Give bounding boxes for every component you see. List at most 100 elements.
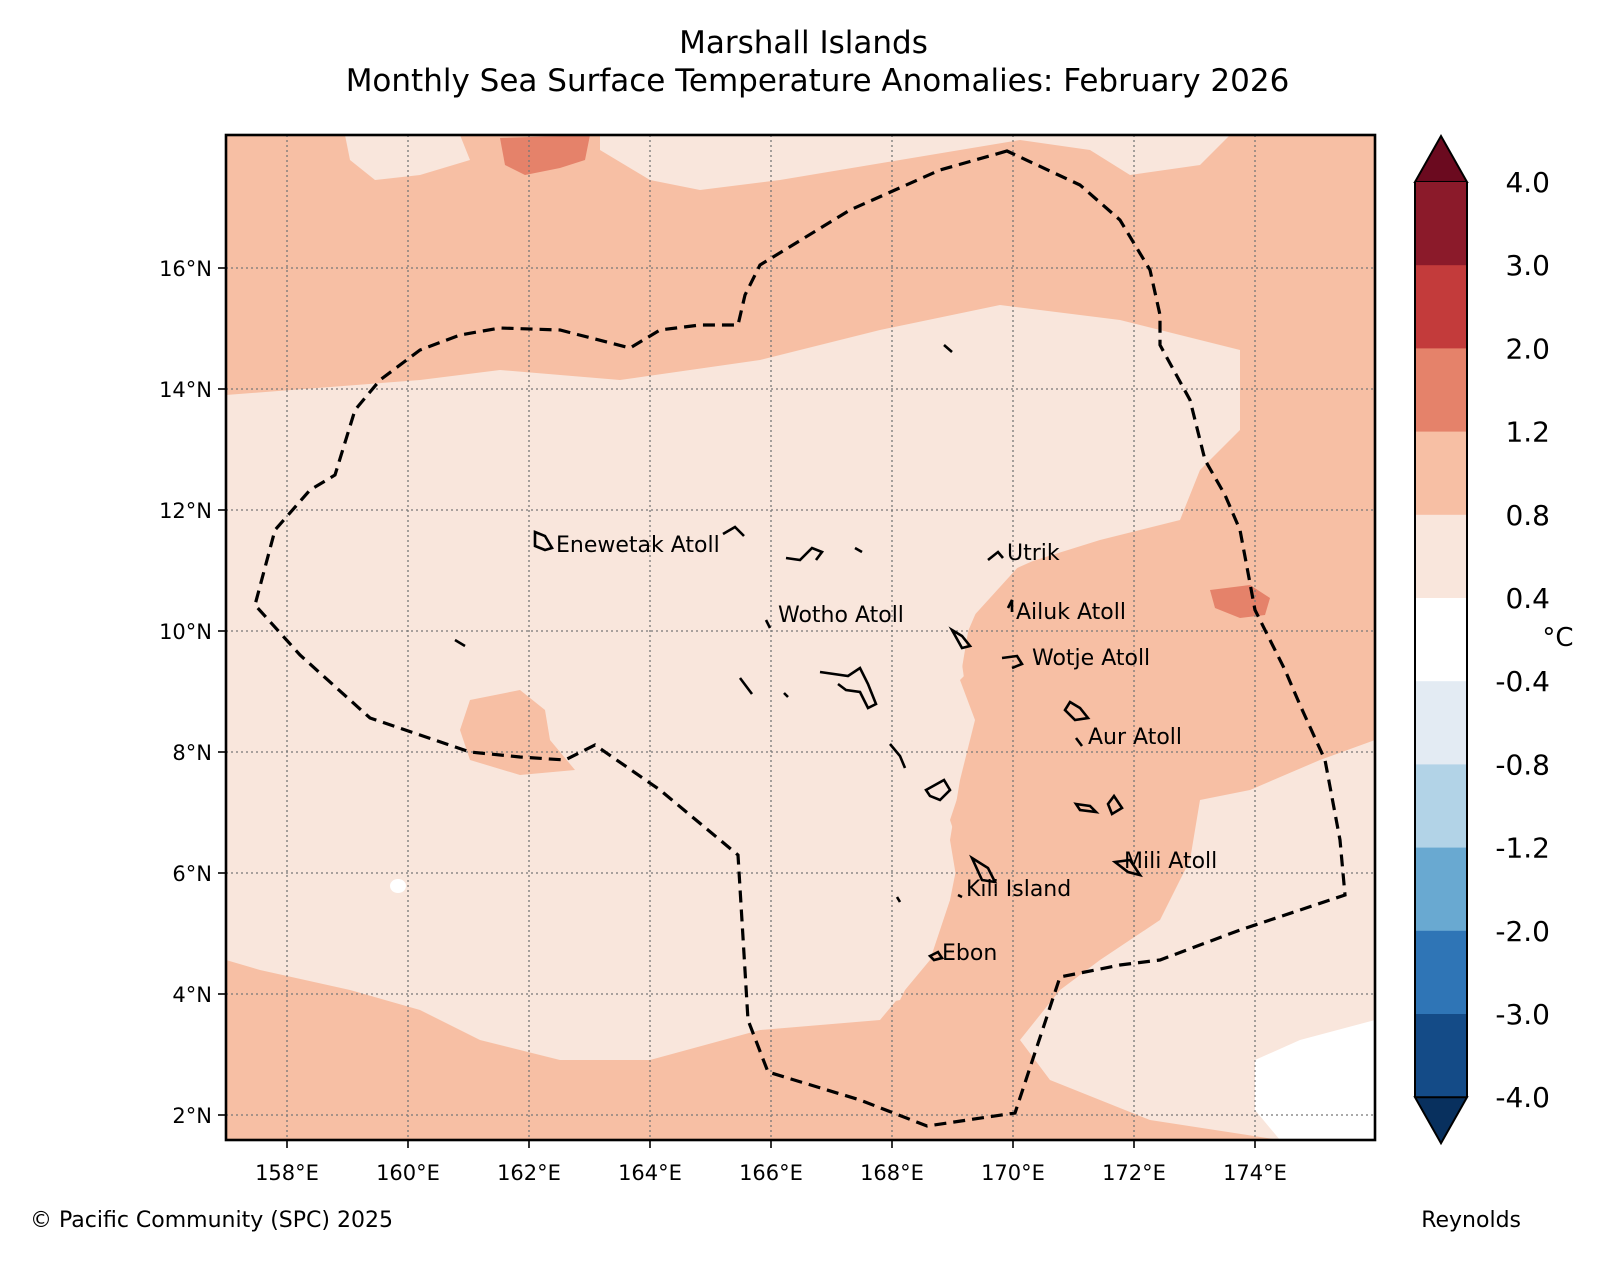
island-lae xyxy=(783,692,789,698)
island-namorik xyxy=(895,896,902,903)
island-ailinglaplap xyxy=(969,854,998,884)
island-wotho xyxy=(764,619,772,629)
anomaly-band-1.2-2.0-north xyxy=(500,135,590,175)
x-tick-label: 172°E xyxy=(1102,1161,1166,1185)
island-enewetak xyxy=(533,530,554,552)
x-tick-label: 160°E xyxy=(376,1161,440,1185)
anomaly-band-0.4-0.8-east xyxy=(1020,740,1375,1140)
place-label-wotho: Wotho Atoll xyxy=(778,603,904,628)
y-tick-label: 4°N xyxy=(172,983,212,1007)
colorbar-segment xyxy=(1415,847,1467,932)
colorbar-tick-label: 3.0 xyxy=(1505,249,1550,282)
colorbar-tick-label: -0.4 xyxy=(1495,665,1550,698)
island-majuro xyxy=(1073,802,1100,814)
place-label-ailuk: Ailuk Atoll xyxy=(1016,600,1126,625)
colorbar-tick-label: -3.0 xyxy=(1495,998,1550,1031)
x-tick-label: 166°E xyxy=(739,1161,803,1185)
y-tick-label: 14°N xyxy=(159,378,212,402)
island-kwajalein xyxy=(819,666,878,710)
anomaly-band-near-zero-southeast xyxy=(1255,1020,1375,1140)
colorbar-segment xyxy=(1415,182,1467,266)
colorbar-tick-label: -0.8 xyxy=(1495,748,1550,781)
colorbar-segment xyxy=(1415,681,1467,765)
y-tick-label: 12°N xyxy=(159,499,212,523)
colorbar-tick-label: 0.4 xyxy=(1505,582,1550,615)
y-tick-label: 16°N xyxy=(159,257,212,281)
x-tick-label: 170°E xyxy=(981,1161,1045,1185)
colorbar-tick-label: 4.0 xyxy=(1505,166,1550,199)
colorbar-tick-label: -2.0 xyxy=(1495,915,1550,948)
colorbar-unit: °C xyxy=(1542,623,1573,653)
anomaly-near-zero-spot xyxy=(390,879,406,893)
colorbar-tick-label: 1.2 xyxy=(1505,416,1550,449)
colorbar xyxy=(1413,133,1469,1146)
island-bokak xyxy=(943,344,953,353)
island-utrik xyxy=(987,550,1004,562)
colorbar-extend-min xyxy=(1413,1096,1469,1146)
x-tick-label: 162°E xyxy=(497,1161,561,1185)
island-namu xyxy=(889,743,907,769)
x-tick-label: 174°E xyxy=(1223,1161,1287,1185)
colorbar-segment xyxy=(1415,1014,1467,1098)
place-label-ebon: Ebon xyxy=(942,941,997,966)
anomaly-band-0.4-0.8-north xyxy=(345,135,1230,190)
island-rongerik xyxy=(854,546,863,554)
gridlines xyxy=(226,135,1375,1140)
island-ujelang xyxy=(454,638,466,648)
colorbar-segment xyxy=(1415,598,1467,682)
place-label-enewetak: Enewetak Atoll xyxy=(556,533,720,558)
colorbar-labels: 4.0 3.0 2.0 1.2 0.8 0.4 -0.4 -0.8 -1.2 -2.0 -3.0 -4… xyxy=(1495,166,1550,1114)
chart-title: Marshall Islands xyxy=(679,25,928,61)
island-likiep xyxy=(948,626,973,650)
colorbar-segment xyxy=(1415,514,1467,599)
island-maloelap xyxy=(1063,700,1091,722)
copyright-notice: © Pacific Community (SPC) 2025 xyxy=(30,1208,393,1233)
x-axis-labels: 158°E 160°E 162°E 164°E 166°E 168°E 170°… xyxy=(255,1161,1287,1185)
x-tick-label: 164°E xyxy=(618,1161,682,1185)
island-ailuk xyxy=(1006,599,1014,612)
colorbar-tick-label: -1.2 xyxy=(1495,832,1550,865)
axis-ticks xyxy=(218,267,1256,1148)
colorbar-tick-label: -4.0 xyxy=(1495,1081,1550,1114)
colorbar-segment xyxy=(1415,930,1467,1015)
anomaly-band-0.8-1.2-patch-east xyxy=(950,540,1350,1010)
island-aur xyxy=(1074,737,1084,747)
y-axis-labels: 2°N 4°N 6°N 8°N 10°N 12°N 14°N 16°N xyxy=(159,257,212,1128)
chart-subtitle: Monthly Sea Surface Temperature Anomalie… xyxy=(345,63,1290,99)
x-tick-label: 168°E xyxy=(860,1161,924,1185)
colorbar-segment xyxy=(1415,764,1467,849)
island-wotje xyxy=(1001,654,1024,670)
anomaly-field: Enewetak Atoll Wotho Atoll Utrik Ailuk A… xyxy=(226,135,1375,1140)
place-labels: Enewetak Atoll Wotho Atoll Utrik Ailuk A… xyxy=(556,533,1217,966)
colorbar-segment xyxy=(1415,265,1467,349)
colorbar-segment xyxy=(1415,348,1467,433)
colorbar-segment xyxy=(1415,431,1467,516)
island-jaluit xyxy=(924,778,952,802)
place-label-wotje: Wotje Atoll xyxy=(1032,646,1150,671)
anomaly-band-0.8-1.2-patch-west xyxy=(460,690,575,775)
island-rongelap xyxy=(785,546,825,562)
y-tick-label: 8°N xyxy=(172,741,212,765)
data-source: Reynolds xyxy=(1421,1208,1521,1233)
island-ujae xyxy=(738,677,754,695)
island-mili xyxy=(1111,858,1143,878)
place-label-aur: Aur Atoll xyxy=(1088,725,1182,750)
place-label-kili: Kili Island xyxy=(966,877,1071,902)
place-label-mili: Mili Atoll xyxy=(1124,849,1217,874)
island-ebon xyxy=(927,950,945,962)
colorbar-tick-label: 0.8 xyxy=(1505,499,1550,532)
anomaly-band-0.4-0.8-central xyxy=(230,380,1180,1050)
map-frame xyxy=(224,133,1377,1142)
eez-boundary xyxy=(253,149,1347,1128)
colorbar-tick-label: 2.0 xyxy=(1505,332,1550,365)
colorbar-extend-max xyxy=(1413,133,1469,183)
island-bikini xyxy=(722,525,745,537)
island-arno xyxy=(1106,793,1124,816)
y-tick-label: 10°N xyxy=(159,620,212,644)
y-tick-label: 6°N xyxy=(172,862,212,886)
y-tick-label: 2°N xyxy=(172,1104,212,1128)
place-label-utrik: Utrik xyxy=(1007,541,1060,566)
x-tick-label: 158°E xyxy=(255,1161,319,1185)
colorbar-frame xyxy=(1414,182,1468,1098)
